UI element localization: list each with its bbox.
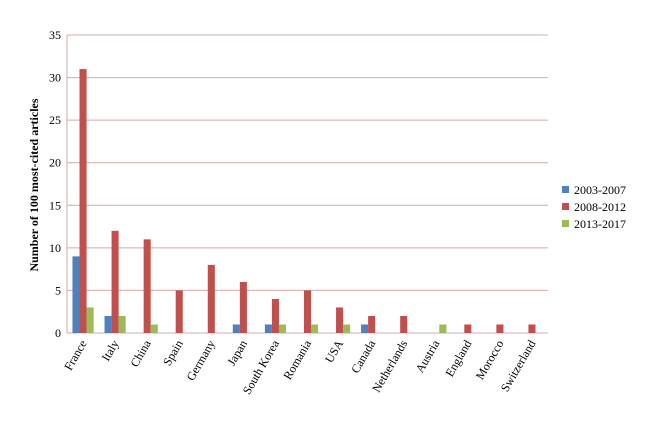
y-axis-label: Number of 100 most-cited articles (27, 98, 41, 271)
y-tick-label: 25 (49, 113, 61, 127)
bar (464, 324, 472, 333)
bar (361, 324, 369, 333)
bar (271, 298, 279, 333)
bar (311, 324, 319, 333)
y-tick-label: 15 (49, 198, 61, 212)
x-tick-label: Morocco (473, 338, 507, 383)
bar (111, 230, 119, 333)
legend-label: 2008-2012 (574, 200, 626, 214)
legend-label: 2003-2007 (574, 183, 626, 197)
bar (303, 290, 312, 333)
y-tick-label: 5 (55, 283, 61, 297)
bar (79, 69, 87, 334)
x-tick-label: Austria (413, 337, 443, 375)
y-tick-label: 35 (49, 28, 61, 42)
y-tick-label: 10 (49, 241, 61, 255)
y-tick-label: 30 (49, 71, 61, 85)
bar (400, 315, 408, 333)
legend-swatch (562, 203, 569, 210)
bar (278, 324, 287, 333)
x-tick-label: Romania (280, 337, 314, 382)
bar (150, 324, 158, 333)
bar (72, 256, 80, 333)
y-tick-label: 0 (55, 326, 61, 340)
bar (175, 290, 183, 333)
x-tick-label: England (442, 338, 474, 380)
bar (264, 324, 272, 333)
legend-label: 2013-2017 (574, 217, 626, 231)
x-tick-label: Germany (183, 338, 217, 384)
x-tick-label: USA (322, 337, 346, 365)
legend-swatch (562, 220, 569, 227)
bar (343, 324, 351, 333)
legend-swatch (562, 186, 569, 193)
bar (439, 324, 447, 333)
bar (528, 324, 536, 333)
bar (143, 239, 151, 333)
bar (368, 315, 376, 333)
y-tick-label: 20 (49, 156, 61, 170)
x-tick-label: Canada (348, 337, 378, 376)
bar (239, 281, 247, 333)
bar (496, 324, 504, 333)
x-tick-label: Japan (224, 338, 250, 369)
x-tick-label: Italy (99, 338, 122, 364)
bar (118, 315, 126, 333)
bar (336, 307, 344, 333)
bar (86, 307, 94, 333)
bar (104, 315, 112, 333)
x-tick-label: Spain (160, 338, 186, 369)
x-tick-label: France (61, 338, 89, 373)
bar (232, 324, 240, 333)
x-tick-label: China (127, 337, 154, 369)
bar (207, 264, 215, 333)
